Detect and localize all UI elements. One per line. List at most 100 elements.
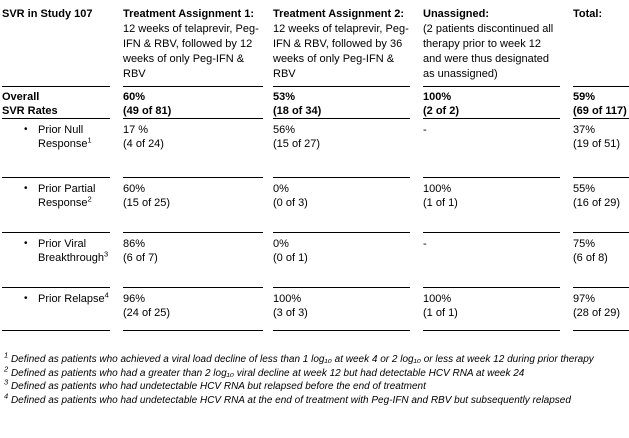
row-label-prior-partial-response: • Prior Partial Response2: [2, 178, 110, 233]
pct-break-ta1: 86%: [123, 238, 146, 250]
cell-null-unassigned: -: [423, 119, 560, 178]
pct-null-unassigned: -: [423, 124, 427, 136]
n-relapse-ta1: (24 of 25): [123, 307, 171, 319]
n-overall-total: (69 of 117): [573, 105, 627, 117]
column-desc-assignment-1: 12 weeks of telaprevir, Peg-IFN & RBV, f…: [123, 23, 259, 80]
row-label-prior-viral-breakthrough: • Prior Viral Breakthrough3: [2, 233, 110, 288]
row-label-main: Prior Partial Response: [38, 183, 96, 209]
row-label-text: Prior Partial Response2: [38, 182, 110, 232]
cell-partial-ta1: 60% (15 of 25): [123, 178, 263, 233]
svr-results-table: SVR in Study 107 Treatment Assignment 1:…: [2, 7, 629, 331]
row-label-text: Prior Viral Breakthrough3: [38, 237, 110, 287]
pct-relapse-ta1: 96%: [123, 293, 146, 305]
n-relapse-ta2: (3 of 3): [273, 307, 308, 319]
pct-break-total: 75%: [573, 238, 596, 250]
pct-overall-total: 59%: [573, 91, 596, 103]
pct-overall-ta2: 53%: [273, 91, 296, 103]
column-desc-unassigned: (2 patients discontinued all therapy pri…: [423, 23, 554, 80]
row-label-text: Prior Relapse4: [38, 290, 110, 330]
row-label-text: Prior Null Response1: [38, 123, 110, 177]
cell-relapse-ta1: 96% (24 of 25): [123, 288, 263, 331]
pct-null-total: 37%: [573, 124, 596, 136]
pct-break-unassigned: -: [423, 238, 427, 250]
cell-break-ta1: 86% (6 of 7): [123, 233, 263, 288]
footnote-1-marker: 1: [4, 350, 9, 360]
footnote-4-text: Defined as patients who had undetectable…: [10, 394, 571, 406]
cell-partial-total: 55% (16 of 29): [573, 178, 629, 233]
pct-overall-unassigned: 100%: [423, 91, 452, 103]
n-break-total: (6 of 8): [573, 252, 608, 264]
footnote-ref-1: 1: [87, 135, 92, 145]
footnote-2: 2 Defined as patients who had a greater …: [4, 365, 616, 381]
pct-relapse-unassigned: 100%: [423, 293, 452, 305]
bullet-icon: •: [24, 183, 28, 194]
header-cell-unassigned: Unassigned: (2 patients discontinued all…: [423, 7, 560, 87]
cell-relapse-ta2: 100% (3 of 3): [273, 288, 410, 331]
column-title-total: Total:: [573, 8, 603, 20]
footnote-1: 1 Defined as patients who achieved a vir…: [4, 350, 616, 367]
cell-null-total: 37% (19 of 51): [573, 119, 629, 178]
bullet-icon: •: [24, 124, 28, 135]
header-cell-assignment-1: Treatment Assignment 1: 12 weeks of tela…: [123, 7, 263, 87]
cell-overall-unassigned: 100% (2 of 2): [423, 87, 560, 119]
footnote-ref-4: 4: [104, 290, 109, 300]
n-overall-unassigned: (2 of 2): [423, 105, 460, 117]
table-title: SVR in Study 107: [2, 8, 93, 20]
table-row-prior-relapse: • Prior Relapse4 96% (24 of 25) 100% (3 …: [2, 288, 629, 331]
bullet-icon: •: [24, 293, 28, 304]
n-overall-ta1: (49 of 81): [123, 105, 172, 117]
n-relapse-unassigned: (1 of 1): [423, 307, 458, 319]
n-partial-ta2: (0 of 3): [273, 197, 308, 209]
header-cell-assignment-2: Treatment Assignment 2: 12 weeks of tela…: [273, 7, 410, 87]
table-header-row: SVR in Study 107 Treatment Assignment 1:…: [2, 7, 629, 87]
column-title-unassigned: Unassigned:: [423, 8, 490, 20]
footnote-4-marker: 4: [4, 391, 9, 401]
pct-partial-ta2: 0%: [273, 183, 289, 195]
cell-null-ta1: 17 % (4 of 24): [123, 119, 263, 178]
row-label-prior-relapse: • Prior Relapse4: [2, 288, 110, 331]
pct-partial-total: 55%: [573, 183, 596, 195]
footnote-ref-2: 2: [87, 194, 92, 204]
n-break-ta1: (6 of 7): [123, 252, 158, 264]
row-label-overall-line1: Overall: [2, 91, 40, 103]
n-break-ta2: (0 of 1): [273, 252, 308, 264]
pct-partial-unassigned: 100%: [423, 183, 452, 195]
pct-partial-ta1: 60%: [123, 183, 146, 195]
row-label-overall-line2: SVR Rates: [2, 105, 58, 117]
n-relapse-total: (28 of 29): [573, 307, 621, 319]
cell-break-total: 75% (6 of 8): [573, 233, 629, 288]
table-row-prior-viral-breakthrough: • Prior Viral Breakthrough3 86% (6 of 7)…: [2, 233, 629, 288]
column-title-assignment-1: Treatment Assignment 1:: [123, 8, 255, 20]
pct-null-ta2: 56%: [273, 124, 296, 136]
n-overall-ta2: (18 of 34): [273, 105, 322, 117]
column-title-assignment-2: Treatment Assignment 2:: [273, 8, 405, 20]
row-label-prior-null-response: • Prior Null Response1: [2, 119, 110, 178]
n-partial-unassigned: (1 of 1): [423, 197, 458, 209]
n-null-ta2: (15 of 27): [273, 138, 321, 150]
footnote-3-marker: 3: [4, 377, 9, 387]
table-row-overall: Overall SVR Rates 60% (49 of 81) 53% (18…: [2, 87, 629, 119]
footnote-ref-3: 3: [104, 249, 109, 259]
footnote-3-text: Defined as patients who had undetectable…: [10, 381, 426, 392]
row-label-main: Prior Null Response: [38, 124, 88, 150]
table-row-prior-partial-response: • Prior Partial Response2 60% (15 of 25)…: [2, 178, 629, 233]
n-partial-total: (16 of 29): [573, 197, 621, 209]
footnote-1-text: Defined as patients who achieved a viral…: [10, 354, 594, 365]
table-row-prior-null-response: • Prior Null Response1 17 % (4 of 24) 56…: [2, 119, 629, 178]
row-label-main: Prior Relapse: [38, 293, 105, 305]
cell-break-ta2: 0% (0 of 1): [273, 233, 410, 288]
pct-overall-ta1: 60%: [123, 91, 146, 103]
cell-overall-ta2: 53% (18 of 34): [273, 87, 410, 119]
cell-relapse-total: 97% (28 of 29): [573, 288, 629, 331]
pct-break-ta2: 0%: [273, 238, 289, 250]
pct-null-ta1: 17 %: [123, 124, 149, 136]
pct-relapse-total: 97%: [573, 293, 596, 305]
n-null-ta1: (4 of 24): [123, 138, 164, 150]
cell-relapse-unassigned: 100% (1 of 1): [423, 288, 560, 331]
n-null-total: (19 of 51): [573, 138, 621, 150]
footnotes: 1 Defined as patients who achieved a vir…: [4, 350, 616, 408]
header-cell-total: Total:: [573, 7, 629, 87]
header-cell-study: SVR in Study 107: [2, 7, 110, 87]
footnote-4: 4 Defined as patients who had undetectab…: [4, 391, 616, 408]
